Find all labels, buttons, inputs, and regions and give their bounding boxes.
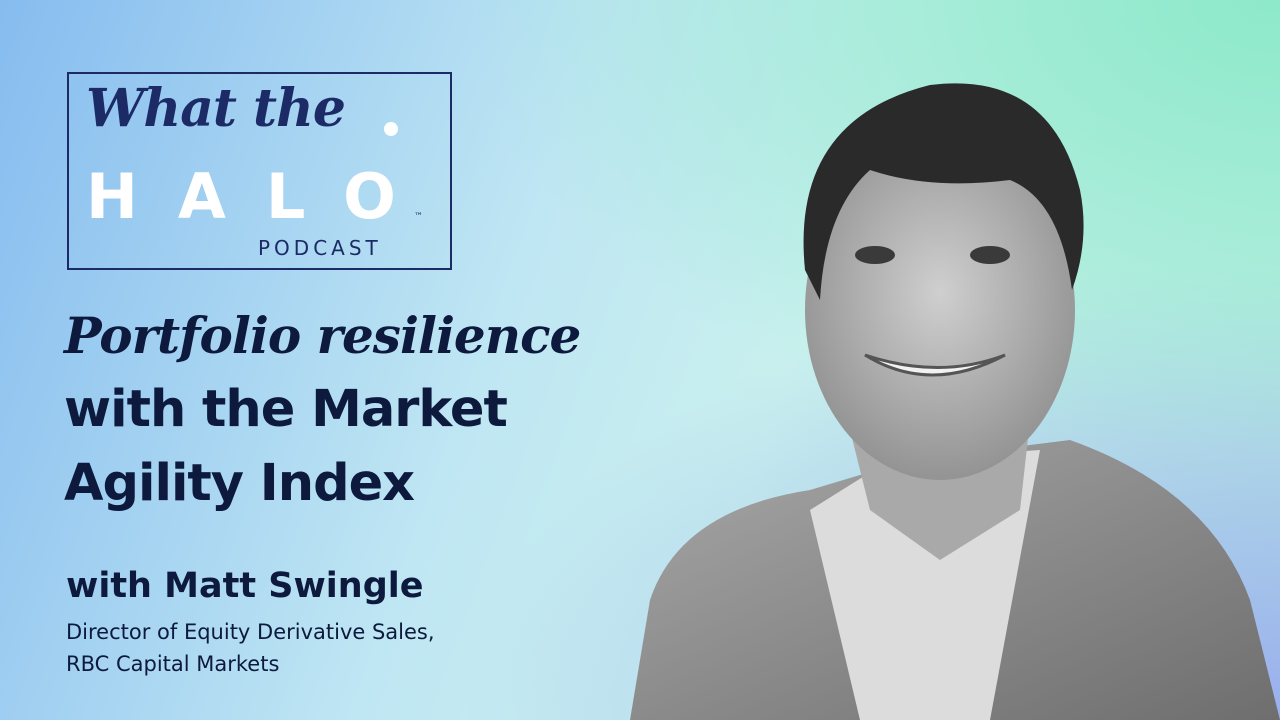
- logo-frame: [67, 72, 452, 270]
- logo-dot: [384, 122, 398, 136]
- logo-wordmark: HALO: [86, 160, 436, 233]
- episode-title: Agility Index: [64, 454, 415, 513]
- guest-role: RBC Capital Markets: [66, 652, 280, 676]
- episode-title: with the Market: [64, 380, 508, 439]
- logo-text: What the: [86, 78, 346, 139]
- logo-subtitle: PODCAST: [258, 236, 382, 260]
- trademark: ™: [414, 212, 423, 222]
- guest-photo: [630, 83, 1280, 720]
- guest-role: Director of Equity Derivative Sales,: [66, 620, 435, 644]
- episode-title: Portfolio resilience: [64, 306, 581, 365]
- guest-name: with Matt Swingle: [66, 566, 424, 606]
